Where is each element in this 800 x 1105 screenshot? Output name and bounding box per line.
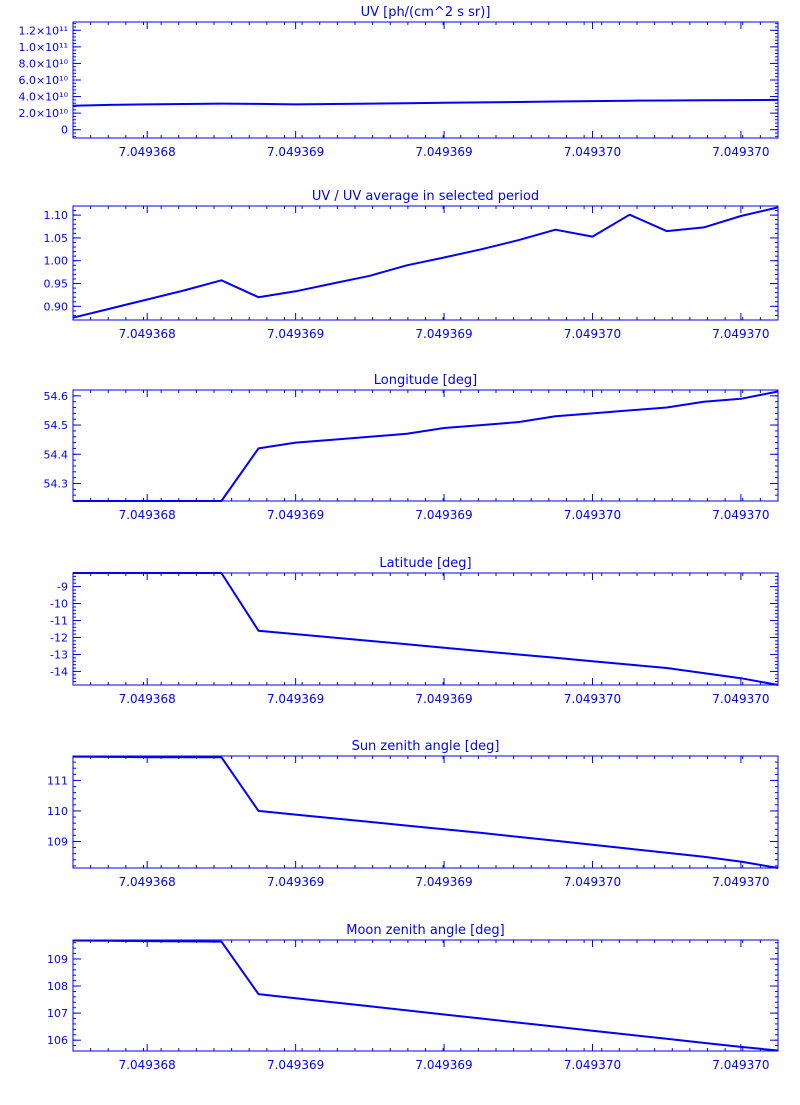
y-tick-label: 0 <box>61 124 68 137</box>
y-tick-label: 0.95 <box>44 278 69 291</box>
y-tick-label: 54.5 <box>44 419 69 432</box>
y-tick-label: 111 <box>47 774 68 787</box>
chart-panel-3: Longitude [deg] 7.049368 7.049369 7.049369 7… <box>44 373 779 522</box>
x-tick-label: 7.049369 <box>267 875 324 889</box>
chart-panel-6: Moon zenith angle [deg] 7.049368 7.049369 7… <box>47 923 779 1072</box>
chart-panel-5: Sun zenith angle [deg] 7.049368 7.049369 7.… <box>47 739 779 889</box>
x-tick-label: 7.049368 <box>119 145 176 159</box>
x-tick-label: 7.049369 <box>415 508 472 522</box>
plot-frame <box>72 205 779 321</box>
y-tick-label: 54.6 <box>44 390 69 403</box>
y-tick-label: -11 <box>50 615 68 628</box>
x-tick-label: 7.049370 <box>712 508 769 522</box>
y-tick-label: 107 <box>47 1007 68 1020</box>
plot-frame <box>72 755 779 869</box>
x-tick-label: 7.049370 <box>564 508 621 522</box>
y-tick-label: 1.2×10¹¹ <box>18 24 68 37</box>
y-tick-label: -9 <box>57 581 68 594</box>
x-tick-label: 7.049369 <box>267 327 324 341</box>
x-tick-label: 7.049370 <box>564 145 621 159</box>
series-line-1 <box>72 206 779 319</box>
y-tick-label: 1.00 <box>44 255 69 268</box>
chart-title: UV / UV average in selected period <box>312 189 539 204</box>
series-line-1 <box>73 572 779 686</box>
y-tick-label: 2.0×10¹⁰ <box>18 107 68 120</box>
x-tick-label: 7.049370 <box>712 692 769 706</box>
x-tick-label: 7.049370 <box>712 327 769 341</box>
x-tick-label: 7.049369 <box>415 327 472 341</box>
plot-frame <box>72 939 779 1052</box>
x-tick-label: 7.049370 <box>564 692 621 706</box>
x-tick-label: 7.049369 <box>415 1058 472 1072</box>
y-tick-label: 54.4 <box>44 448 69 461</box>
y-tick-label: 1.10 <box>44 209 69 222</box>
x-tick-label: 7.049369 <box>415 692 472 706</box>
chart-panel-2: UV / UV average in selected period 7.0493… <box>44 189 779 341</box>
y-tick-label: -13 <box>50 648 68 661</box>
y-tick-label: 109 <box>47 835 68 848</box>
series-line-1 <box>73 390 779 502</box>
chart-title: Latitude [deg] <box>379 556 471 571</box>
y-tick-label: 4.0×10¹⁰ <box>18 91 68 104</box>
y-tick-label: -14 <box>50 665 68 678</box>
y-tick-label: 106 <box>47 1034 68 1047</box>
x-tick-label: 7.049369 <box>267 145 324 159</box>
y-tick-label: -10 <box>50 598 68 611</box>
y-tick-label: 110 <box>47 805 68 818</box>
chart-panel-1: UV [ph/(cm^2 s sr)] 7.049368 7.049369 7.049… <box>18 5 779 159</box>
x-tick-label: 7.049369 <box>267 692 324 706</box>
x-tick-label: 7.049369 <box>415 145 472 159</box>
y-tick-label: 6.0×10¹⁰ <box>18 74 68 87</box>
x-tick-label: 7.049369 <box>267 508 324 522</box>
y-tick-label: 8.0×10¹⁰ <box>18 57 68 70</box>
x-tick-label: 7.049369 <box>267 1058 324 1072</box>
x-tick-label: 7.049368 <box>119 327 176 341</box>
chart-panel-4: Latitude [deg] 7.049368 7.049369 7.049369 7.… <box>50 556 779 706</box>
y-tick-label: 109 <box>47 953 68 966</box>
y-tick-label: 1.05 <box>44 232 69 245</box>
x-tick-label: 7.049370 <box>564 1058 621 1072</box>
x-tick-label: 7.049368 <box>119 692 176 706</box>
y-tick-label: 54.3 <box>44 477 69 490</box>
x-tick-label: 7.049370 <box>712 1058 769 1072</box>
series-line-1 <box>72 755 779 869</box>
x-tick-label: 7.049370 <box>564 875 621 889</box>
chart-title: Longitude [deg] <box>374 373 477 388</box>
chart-title: Sun zenith angle [deg] <box>352 739 500 754</box>
x-tick-label: 7.049368 <box>119 1058 176 1072</box>
y-tick-label: -12 <box>50 631 68 644</box>
plot-frame <box>72 21 779 139</box>
x-tick-label: 7.049369 <box>415 875 472 889</box>
chart-title: Moon zenith angle [deg] <box>346 923 504 938</box>
x-tick-label: 7.049370 <box>712 145 769 159</box>
x-tick-label: 7.049370 <box>712 875 769 889</box>
x-tick-label: 7.049368 <box>119 508 176 522</box>
x-tick-label: 7.049368 <box>119 875 176 889</box>
y-tick-label: 108 <box>47 980 68 993</box>
chart-title: UV [ph/(cm^2 s sr)] <box>361 5 491 20</box>
y-tick-label: 1.0×10¹¹ <box>18 41 68 54</box>
x-tick-label: 7.049370 <box>564 327 621 341</box>
series-line-1 <box>72 98 779 107</box>
y-tick-label: 0.90 <box>44 300 69 313</box>
series-line-1 <box>72 939 779 1052</box>
